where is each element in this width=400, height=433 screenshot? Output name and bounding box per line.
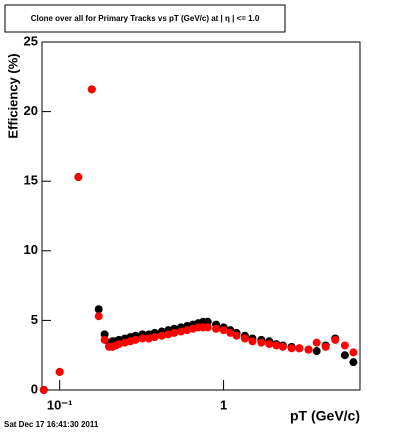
data-point (219, 326, 228, 335)
x-axis-label: pT (GeV/c) (290, 408, 360, 424)
data-point (240, 334, 249, 343)
data-point (257, 338, 266, 347)
data-point (150, 333, 159, 342)
y-tick-label: 5 (31, 312, 38, 327)
title-box (4, 4, 286, 33)
y-tick-label: 0 (31, 381, 38, 396)
plot-frame (41, 41, 361, 391)
data-point (265, 340, 274, 349)
data-point (295, 344, 304, 353)
data-point (100, 335, 109, 344)
data-point (349, 358, 358, 367)
data-point (94, 305, 103, 314)
footer-date: Sat Dec 17 16:41:30 2011 (4, 420, 99, 429)
x-tick-label: 10⁻¹ (47, 397, 73, 412)
data-point (170, 328, 179, 337)
chart-title: Clone over all for Primary Tracks vs pT … (31, 14, 260, 23)
data-point (226, 328, 235, 337)
data-point (312, 338, 321, 347)
data-point (232, 331, 241, 340)
data-point (87, 85, 96, 94)
data-point (138, 334, 147, 343)
data-point (321, 342, 330, 351)
y-tick-label: 15 (24, 173, 38, 188)
data-point (94, 312, 103, 321)
data-point (304, 345, 313, 354)
y-tick-label: 10 (24, 242, 38, 257)
y-axis-label: Efficiency (%) (5, 53, 20, 138)
data-point (157, 331, 166, 340)
data-point (248, 337, 257, 346)
data-point (312, 347, 321, 356)
data-point (131, 335, 140, 344)
x-tick-label: 1 (220, 397, 227, 412)
data-point (55, 367, 64, 376)
data-point (340, 351, 349, 360)
y-tick-label: 25 (24, 33, 38, 48)
data-point (100, 330, 109, 339)
data-point (177, 327, 186, 336)
data-point (39, 386, 48, 394)
data-point (278, 342, 287, 351)
data-point (203, 317, 212, 326)
data-point (203, 323, 212, 332)
data-point (212, 324, 221, 333)
data-point (331, 335, 340, 344)
data-point (74, 173, 83, 182)
data-point (349, 348, 358, 357)
data-point (272, 341, 281, 350)
y-tick-label: 20 (24, 103, 38, 118)
data-point (287, 344, 296, 353)
data-point (340, 341, 349, 350)
